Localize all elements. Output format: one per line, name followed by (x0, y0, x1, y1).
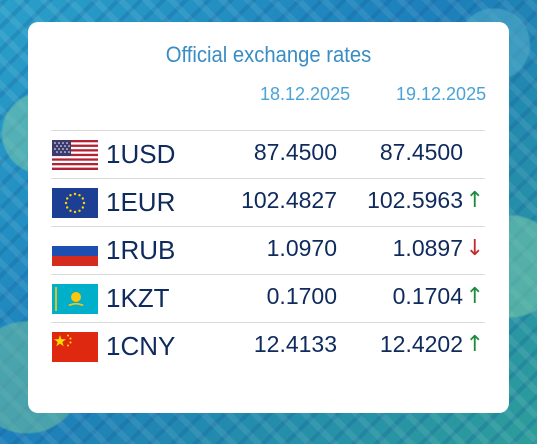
currency-code: 1RUB (106, 235, 176, 265)
date-column-2: 19.12.2025 (396, 84, 487, 104)
eu-flag-icon (52, 188, 98, 218)
rate-date-2: 0.1704 (392, 283, 463, 309)
rates-table: 1USD 87.4500 87.4500 (51, 130, 485, 370)
trend-up-icon: ↑ (465, 284, 484, 309)
rate-date-2: 1.0897 (392, 235, 463, 261)
cn-flag-icon (52, 332, 98, 362)
rate-date-1: 87.4500 (253, 139, 337, 165)
rate-row-rub: 1RUB 1.0970 1.0897 ↓ (51, 226, 485, 274)
rate-date-1: 0.1700 (266, 283, 337, 309)
trend-up-icon: ↑ (465, 332, 484, 357)
currency-code: 1USD (106, 139, 176, 169)
rate-date-2: 12.4202 (379, 331, 463, 357)
trend-down-icon: ↓ (465, 236, 484, 261)
currency-code: 1EUR (106, 187, 176, 217)
currency-code: 1CNY (106, 331, 176, 361)
currency-code: 1KZT (106, 283, 170, 313)
trend-up-icon: ↑ (465, 188, 484, 213)
widget-title: Official exchange rates (165, 42, 372, 67)
rate-row-kzt: 1KZT 0.1700 0.1704 ↑ (51, 274, 485, 322)
kz-flag-icon (52, 284, 98, 314)
rate-row-usd: 1USD 87.4500 87.4500 (51, 130, 485, 178)
rate-row-cny: 1CNY 12.4133 12.4202 ↑ (51, 322, 485, 370)
rate-date-2: 102.5963 (367, 187, 463, 213)
us-flag-icon (52, 140, 98, 170)
date-column-1: 18.12.2025 (260, 84, 351, 104)
rate-date-2: 87.4500 (379, 139, 463, 165)
rate-date-1: 1.0970 (266, 235, 337, 261)
exchange-rates-card: Official exchange rates 18.12.2025 19.12… (28, 22, 509, 413)
rate-date-1: 12.4133 (253, 331, 337, 357)
rate-row-eur: 1EUR 102.4827 102.5963 ↑ (51, 178, 485, 226)
ru-flag-icon (52, 236, 98, 266)
rate-date-1: 102.4827 (241, 187, 337, 213)
